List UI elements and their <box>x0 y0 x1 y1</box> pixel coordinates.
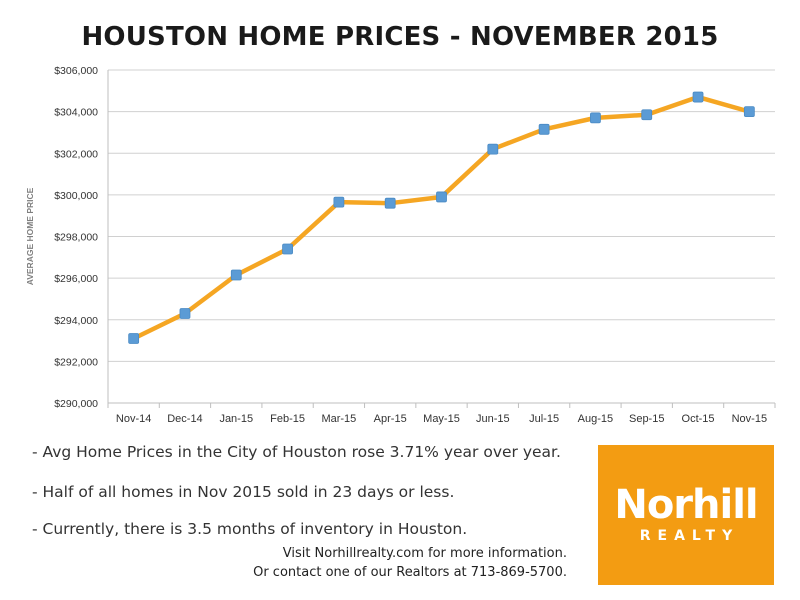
data-point <box>333 196 345 208</box>
y-tick-label: $298,000 <box>54 232 98 244</box>
data-point <box>230 269 242 281</box>
data-point <box>487 143 499 155</box>
logo-wordmark: Norhill <box>614 482 758 528</box>
x-tick-label: Nov-15 <box>732 413 767 425</box>
x-tick-label: Aug-15 <box>578 413 613 425</box>
note-days-on-market: - Half of all homes in Nov 2015 sold in … <box>32 483 455 501</box>
x-tick-label: Jan-15 <box>219 413 253 425</box>
x-tick-label: Oct-15 <box>682 413 715 425</box>
data-point <box>384 197 396 209</box>
y-tick-label: $292,000 <box>54 356 98 368</box>
data-point <box>692 91 704 103</box>
y-tick-label: $296,000 <box>54 273 98 285</box>
x-tick-label: Jul-15 <box>529 413 559 425</box>
data-point <box>436 191 447 203</box>
series-line <box>131 94 752 341</box>
norhill-realty-logo: Norhill REALTY <box>598 445 774 585</box>
note-yoy-rise: - Avg Home Prices in the City of Houston… <box>32 443 561 461</box>
x-tick-label: Sep-15 <box>629 413 664 425</box>
data-point <box>128 333 140 344</box>
x-tick-label: Nov-14 <box>116 413 151 425</box>
y-axis-title: AVERAGE HOME PRICE <box>25 187 35 285</box>
data-point <box>590 112 601 124</box>
y-tick-label: $302,000 <box>54 148 98 160</box>
data-point <box>179 308 191 319</box>
x-tick-label: Apr-15 <box>374 413 407 425</box>
line-chart: $290,000 $292,000 $294,000 $296,000 $298,000… <box>25 65 776 425</box>
data-point <box>282 243 293 255</box>
y-tick-label: $300,000 <box>54 190 98 202</box>
y-tick-label: $294,000 <box>54 315 98 327</box>
x-tick-label: Feb-15 <box>270 413 305 425</box>
x-tick-label: Jun-15 <box>476 413 510 425</box>
x-tick-label: May-15 <box>423 413 460 425</box>
data-point <box>641 109 653 121</box>
data-point <box>743 106 755 118</box>
logo-subtitle: REALTY <box>639 528 740 544</box>
y-tick-label: $306,000 <box>54 65 98 77</box>
contact-website-line: Visit Norhillrealty.com for more informa… <box>282 546 567 561</box>
data-point <box>538 123 550 135</box>
contact-phone-line: Or contact one of our Realtors at 713-86… <box>253 565 567 580</box>
y-tick-label: $290,000 <box>54 398 98 410</box>
x-tick-label: Dec-14 <box>167 413 202 425</box>
x-tick-label: Mar-15 <box>321 413 356 425</box>
note-inventory: - Currently, there is 3.5 months of inve… <box>32 520 468 538</box>
y-tick-label: $304,000 <box>54 107 98 119</box>
chart-title: HOUSTON HOME PRICES - NOVEMBER 2015 <box>81 22 719 52</box>
